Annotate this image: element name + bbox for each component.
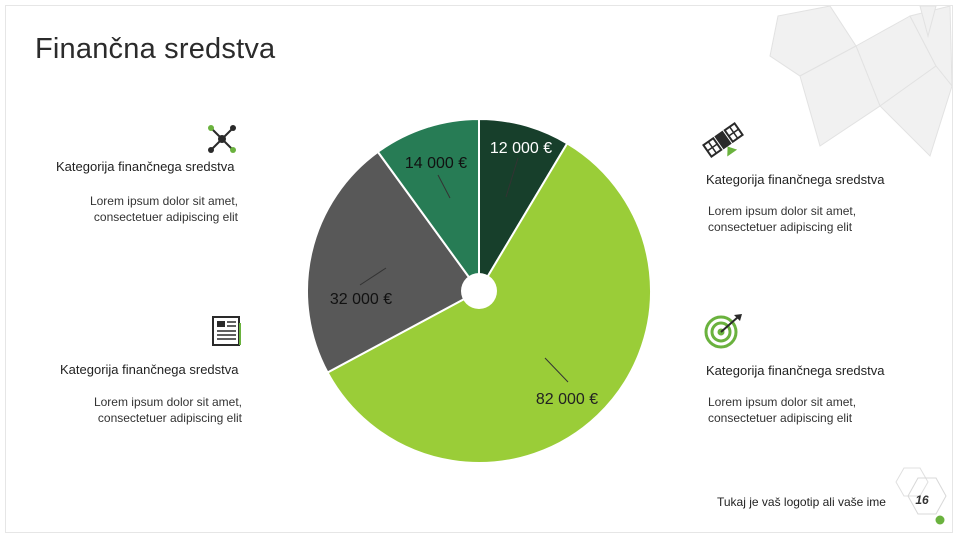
newspaper-icon [211,315,243,352]
card-title-bottom-left: Kategorija finančnega sredstva [60,362,239,377]
card-desc-top-left: Lorem ipsum dolor sit amet, consectetuer… [89,194,238,224]
card-title-top-left: Kategorija finančnega sredstva [56,159,235,174]
page-number: 16 [915,493,929,507]
decorative-polygons [769,6,952,157]
card-desc-bottom-right: Lorem ipsum dolor sit amet, consectetuer… [708,395,857,425]
donut-hole [461,273,497,309]
page-title: Finančna sredstva [35,33,276,65]
target-icon [704,312,744,355]
leader-line-14000 [437,174,451,199]
slice-label-82000: 82 000 € [536,391,598,408]
slice-label-14000: 14 000 € [405,155,467,172]
card-title-bottom-right: Kategorija finančnega sredstva [706,363,885,378]
pie-slice-32000 [306,150,481,374]
satellite-icon [702,120,744,165]
card-desc-top-right: Lorem ipsum dolor sit amet, consectetuer… [708,204,857,234]
card-desc-bottom-left: Lorem ipsum dolor sit amet, consectetuer… [93,395,242,425]
pie-slice-14000 [376,117,480,295]
slice-label-12000: 12 000 € [490,140,552,157]
card-title-top-right: Kategorija finančnega sredstva [706,172,885,187]
logo-hexagons-decoration [895,467,947,525]
leader-line-12000 [505,157,519,198]
slice-label-32000: 32 000 € [330,291,392,308]
footer-logo-text: Tukaj je vaš logotip ali vaše ime [717,495,886,509]
leader-line-32000 [359,267,387,286]
leader-line-82000 [544,357,569,383]
pie-slice-12000 [478,117,569,295]
network-icon [205,122,239,161]
